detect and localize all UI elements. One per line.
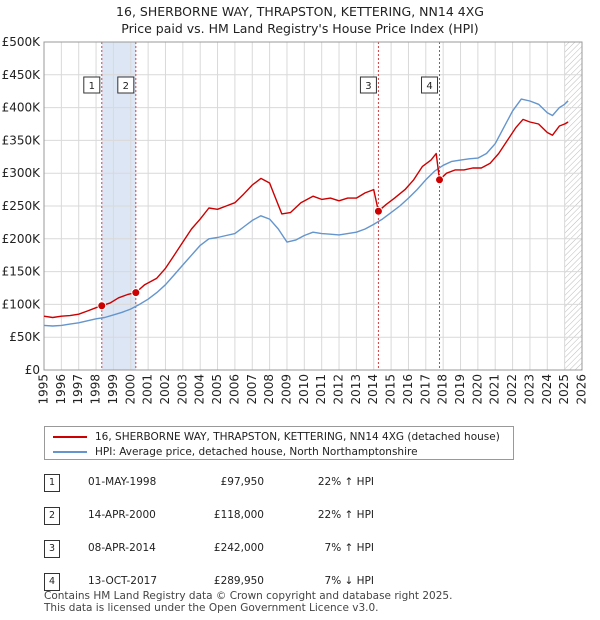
x-tick-label: 2001 [141,374,155,405]
table-row: 2 14-APR-2000 £118,000 22% ↑ HPI [44,507,444,527]
sale-price: £118,000 [213,509,264,521]
x-tick-label: 2022 [505,374,519,405]
y-tick-label: £500K [2,35,42,49]
x-tick-label: 2004 [193,374,207,405]
x-tick-label: 1996 [54,374,68,405]
sale-point [435,175,445,185]
y-tick-label: £400K [2,101,42,115]
footer: Contains HM Land Registry data © Crown c… [44,590,452,614]
x-tick-label: 2016 [401,374,415,405]
x-tick-label: 2002 [158,374,172,405]
chart-title-block: 16, SHERBORNE WAY, THRAPSTON, KETTERING,… [0,3,600,37]
sale-number-label: 2 [123,81,129,92]
sale-number-box [359,76,377,94]
table-row: 1 01-MAY-1998 £97,950 22% ↑ HPI [44,474,444,494]
legend-item-property: 16, SHERBORNE WAY, THRAPSTON, KETTERING,… [53,431,500,443]
chart-title: 16, SHERBORNE WAY, THRAPSTON, KETTERING,… [116,4,484,19]
y-tick-label: £50K [9,330,41,344]
legend: 16, SHERBORNE WAY, THRAPSTON, KETTERING,… [44,426,514,460]
y-tick-label: £150K [2,265,42,279]
sale-hpi-diff: 7% ↓ HPI [324,575,374,587]
x-tick-label: 1999 [106,374,120,405]
sale-date: 14-APR-2000 [88,509,156,521]
y-tick-label: £250K [2,199,42,213]
sale-number-box [117,76,135,94]
y-tick-label: £100K [2,297,42,311]
sale-hpi-diff: 22% ↑ HPI [317,509,374,521]
sale-hpi-diff: 22% ↑ HPI [317,476,374,488]
sale-badge: 3 [44,540,60,558]
x-tick-label: 2020 [470,374,484,405]
sale-price: £97,950 [220,476,264,488]
legend-swatch-hpi [53,451,87,453]
sale-badge: 4 [44,573,60,591]
sale-hpi-diff: 7% ↑ HPI [324,542,374,554]
x-tick-label: 2019 [453,374,467,405]
footer-copyright: Contains HM Land Registry data © Crown c… [44,590,453,602]
x-tick-label: 1998 [89,374,103,405]
x-tick-label: 2026 [575,374,589,405]
x-tick-label: 2006 [227,374,241,405]
x-tick-label: 2013 [349,374,363,405]
series-line-hpi [43,98,569,327]
legend-swatch-property [53,436,87,438]
x-tick-label: 2003 [175,374,189,405]
sale-date: 01-MAY-1998 [88,476,157,488]
sale-point [373,206,383,216]
y-tick-label: £0 [25,363,40,377]
sale-price: £289,950 [213,575,264,587]
x-tick-label: 1995 [37,374,51,405]
chart-subtitle: Price paid vs. HM Land Registry's House … [121,21,479,36]
sale-date: 13-OCT-2017 [88,575,157,587]
x-tick-label: 2021 [488,374,502,405]
x-tick-label: 2011 [314,374,328,405]
y-tick-label: £200K [2,232,42,246]
sale-price: £242,000 [213,542,264,554]
x-tick-label: 2007 [245,374,259,405]
x-tick-label: 2023 [522,374,536,405]
sale-number-box [421,76,439,94]
y-tick-label: £300K [2,166,42,180]
table-row: 4 13-OCT-2017 £289,950 7% ↓ HPI [44,573,444,593]
x-tick-label: 2000 [123,374,137,405]
y-tick-label: £350K [2,133,42,147]
price-chart: £0 £50K £100K £150K £200K £250K £300K £350K £400… [2,35,589,405]
plot-frame [43,41,583,371]
sale-number-label: 4 [426,81,432,92]
x-tick-label: 2017 [418,374,432,405]
legend-label-hpi: HPI: Average price, detached house, Nort… [95,446,418,458]
y-tick-label: £450K [2,68,42,82]
sale-badge: 2 [44,507,60,525]
x-tick-label: 1997 [71,374,85,405]
sale-point [131,288,141,298]
x-tick-label: 2008 [262,374,276,405]
legend-item-hpi: HPI: Average price, detached house, Nort… [53,446,418,458]
x-tick-label: 2010 [297,374,311,405]
table-row: 3 08-APR-2014 £242,000 7% ↑ HPI [44,540,444,560]
x-tick-label: 2009 [279,374,293,405]
x-tick-label: 2018 [436,374,450,405]
sale-number-box [83,76,101,94]
sale-badge: 1 [44,474,60,492]
sale-number-label: 3 [365,81,371,92]
x-tick-label: 2012 [332,374,346,405]
legend-label-property: 16, SHERBORNE WAY, THRAPSTON, KETTERING,… [95,431,500,443]
sale-point [97,301,107,311]
sale-number-label: 1 [89,81,95,92]
x-tick-label: 2015 [384,374,398,405]
x-tick-label: 2025 [557,374,571,405]
x-tick-label: 2014 [366,374,380,405]
sale-date: 08-APR-2014 [88,542,156,554]
x-tick-label: 2024 [540,374,554,405]
x-tick-label: 2005 [210,374,224,405]
footer-license: This data is licensed under the Open Gov… [44,602,379,614]
